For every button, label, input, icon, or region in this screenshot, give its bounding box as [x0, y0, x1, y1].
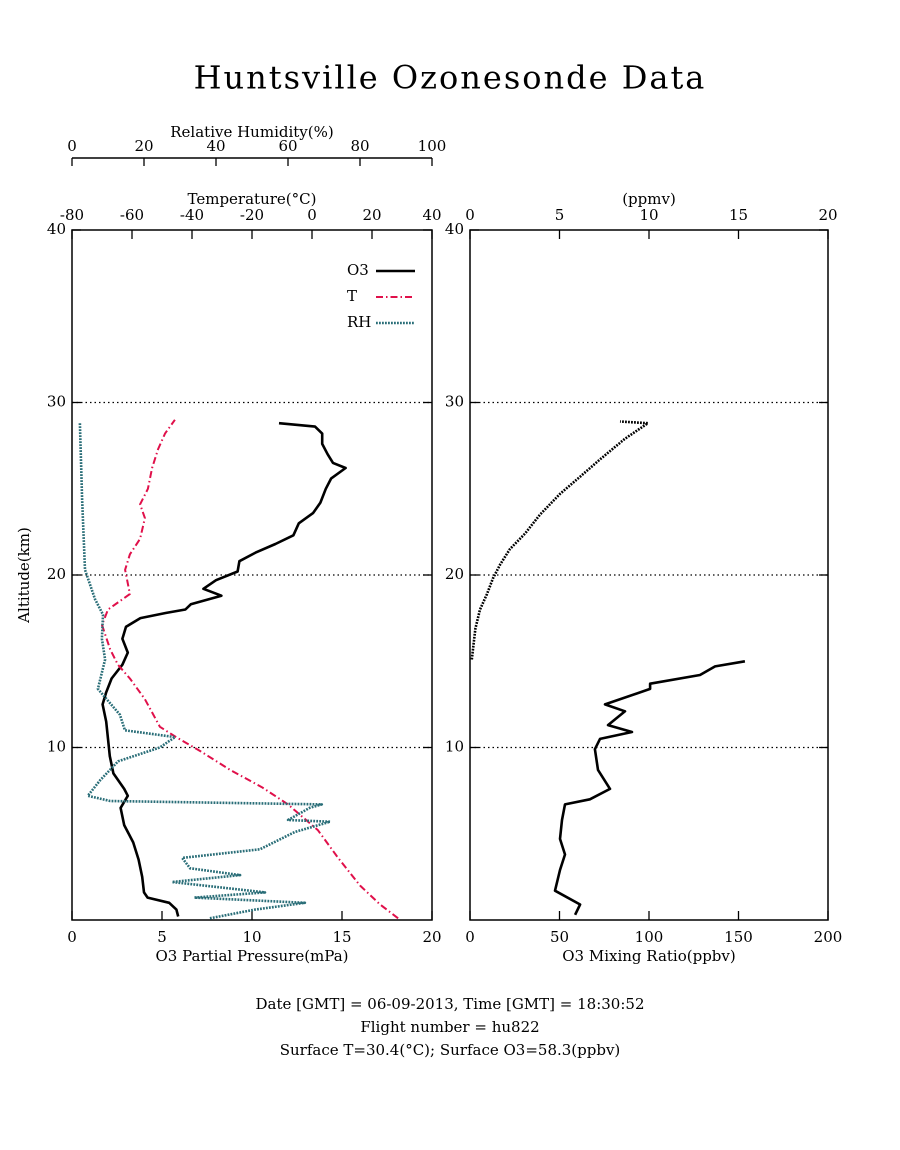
x-axis-label: O3 Mixing Ratio(ppbv) — [562, 947, 735, 965]
x-tick-label: 200 — [814, 928, 843, 946]
figure-title: Huntsville Ozonesonde Data — [194, 59, 707, 97]
y-tick-label: 40 — [445, 220, 464, 238]
profile-line — [553, 660, 746, 916]
x-tick-label: 10 — [242, 928, 261, 946]
y-tick-label: 30 — [445, 393, 464, 411]
footer-note: Surface T=30.4(°C); Surface O3=58.3(ppbv… — [280, 1041, 621, 1059]
x2-tick-label: -80 — [60, 206, 84, 224]
x2-tick-label: -40 — [180, 206, 204, 224]
profile-line — [470, 420, 650, 660]
y-tick-label: 30 — [47, 393, 66, 411]
x2-tick-label: 20 — [362, 206, 381, 224]
x2-tick-label: -20 — [240, 206, 264, 224]
profile-line — [101, 421, 347, 917]
legend-label: T — [347, 287, 357, 305]
x2-axis-label: (ppmv) — [622, 190, 676, 208]
x2-tick-label: 20 — [818, 206, 837, 224]
x-tick-label: 150 — [724, 928, 753, 946]
x-tick-label: 50 — [550, 928, 569, 946]
x-tick-label: 0 — [465, 928, 475, 946]
x2-tick-label: 40 — [422, 206, 441, 224]
x3-tick-label: 60 — [278, 137, 297, 155]
x3-tick-label: 0 — [67, 137, 77, 155]
y-tick-label: 10 — [445, 738, 464, 756]
footer-note: Date [GMT] = 06-09-2013, Time [GMT] = 18… — [255, 995, 644, 1013]
x-tick-label: 100 — [635, 928, 664, 946]
x2-tick-label: 0 — [465, 206, 475, 224]
plot-frame — [469, 229, 829, 921]
y-tick-label: 40 — [47, 220, 66, 238]
x3-tick-label: 40 — [206, 137, 225, 155]
y-tick-label: 20 — [47, 565, 66, 583]
x2-tick-label: -60 — [120, 206, 144, 224]
profile-line — [78, 423, 332, 920]
x2-tick-label: 15 — [729, 206, 748, 224]
x2-tick-label: 5 — [555, 206, 565, 224]
x3-tick-label: 80 — [350, 137, 369, 155]
y-tick-label: 10 — [47, 738, 66, 756]
y-tick-label: 20 — [445, 565, 464, 583]
x2-tick-label: 10 — [639, 206, 658, 224]
x-axis-label: O3 Partial Pressure(mPa) — [155, 947, 348, 965]
x-tick-label: 15 — [332, 928, 351, 946]
x3-tick-label: 100 — [418, 137, 447, 155]
x-tick-label: 5 — [157, 928, 167, 946]
x-tick-label: 0 — [67, 928, 77, 946]
x-tick-label: 20 — [422, 928, 441, 946]
legend-label: RH — [347, 313, 371, 331]
footer-note: Flight number = hu822 — [360, 1018, 539, 1036]
profile-line — [101, 419, 399, 920]
y-axis-label: Altitude(km) — [15, 527, 33, 624]
x3-tick-label: 20 — [134, 137, 153, 155]
x2-axis-label: Temperature(°C) — [188, 190, 317, 208]
x2-tick-label: 0 — [307, 206, 317, 224]
x3-axis-label: Relative Humidity(%) — [170, 123, 333, 141]
legend-label: O3 — [347, 261, 369, 279]
